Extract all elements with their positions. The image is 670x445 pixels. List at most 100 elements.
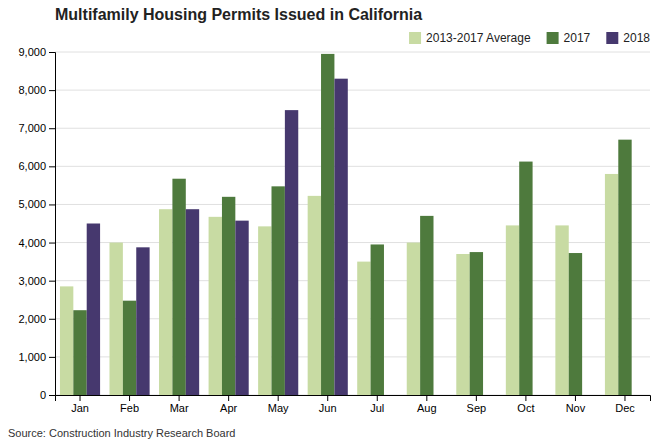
x-tick-label: Mar [170,402,189,414]
bar [159,209,172,395]
bar [258,226,271,395]
y-axis: 0 1,000 2,000 3,000 4,000 5,000 6,000 7,000 8,00… [18,46,55,401]
y-tick: 4,000 [18,237,55,249]
x-tick-mark [80,395,81,401]
y-tick-mark [49,243,55,244]
x-tick-label: Jul [370,402,384,414]
x-tick-mark [426,395,427,401]
y-tick-label: 5,000 [18,198,46,210]
plot: 0 1,000 2,000 3,000 4,000 5,000 6,000 7,000 8,00… [18,46,650,414]
grid-line [55,90,650,91]
y-tick-label: 0 [40,389,46,401]
y-axis-line [49,53,56,396]
bar [470,252,483,395]
x-tick-label: Jun [319,402,337,414]
chart: Multifamily Housing Permits Issued in Ca… [0,0,670,445]
x-tick: Nov [566,395,586,414]
y-tick-label: 7,000 [18,122,46,134]
y-tick-label: 6,000 [18,160,46,172]
x-tick-mark [179,395,180,401]
y-tick-mark [49,357,55,358]
legend-item: 2013-2017 Average [409,31,531,45]
y-tick: 3,000 [18,275,55,287]
x-axis: JanFebMarAprMayJunJulAugSepOctNovDec [56,395,651,414]
y-tick-mark [49,90,55,91]
y-tick-label: 3,000 [18,275,46,287]
grid-line [55,166,650,167]
legend-label: 2018 [623,31,650,45]
legend-swatch [547,32,559,44]
y-tick: 9,000 [18,46,55,58]
x-tick: Sep [467,395,487,414]
bar [109,243,122,395]
bar [506,225,519,395]
x-tick: Feb [120,395,139,414]
x-tick: Dec [615,395,635,414]
bar [123,301,136,395]
bar [60,286,73,395]
bar [87,224,100,396]
x-tick-mark [624,395,625,401]
bar-series [87,79,348,395]
y-tick: 6,000 [18,160,55,172]
y-tick-mark [49,128,55,129]
y-tick-mark [49,395,55,396]
grid-line [55,52,650,53]
x-axis-line [56,396,651,402]
x-tick: Jan [71,395,89,414]
y-tick-label: 2,000 [18,313,46,325]
y-tick-mark [49,281,55,282]
y-tick-mark [49,166,55,167]
x-tick-mark [327,395,328,401]
x-tick: Oct [517,395,534,414]
bar [357,262,370,395]
bar [222,197,235,395]
bar [371,244,384,395]
x-tick: Aug [417,395,437,414]
bar [618,140,631,395]
x-tick-mark [377,395,378,401]
bar [186,209,199,395]
legend-item: 2018 [606,31,650,45]
grid [55,52,650,395]
x-tick-label: Feb [120,402,139,414]
legend: 2013-2017 Average 2017 2018 [409,31,650,45]
y-tick-mark [49,319,55,320]
x-tick: Apr [220,395,237,414]
bar [407,243,420,395]
y-tick: 8,000 [18,84,55,96]
bar [235,221,248,395]
legend-item: 2017 [547,31,591,45]
grid-line [55,204,650,205]
source: Source: Construction Industry Research B… [8,427,235,439]
bar [136,247,149,395]
bar [172,179,185,395]
title: Multifamily Housing Permits Issued in Ca… [55,6,422,23]
y-tick: 1,000 [18,351,55,363]
y-tick-label: 4,000 [18,237,46,249]
bar [555,225,568,395]
x-tick-mark [129,395,130,401]
legend-swatch [606,32,618,44]
y-tick: 2,000 [18,313,55,325]
x-tick-label: Dec [615,402,635,414]
bar [605,174,618,395]
bar [569,253,582,395]
y-tick-label: 1,000 [18,351,46,363]
x-tick-mark [525,395,526,401]
x-tick-mark [575,395,576,401]
y-tick-label: 9,000 [18,46,46,58]
x-tick: Jul [370,395,384,414]
legend-swatch [409,32,421,44]
bar [73,310,86,395]
y-tick: 0 [40,389,55,401]
bar-series [73,54,631,395]
x-tick-mark [228,395,229,401]
x-tick-label: Sep [467,402,487,414]
bar [308,196,321,395]
bars [60,54,632,395]
bar [420,216,433,395]
y-tick: 7,000 [18,122,55,134]
x-tick: Jun [319,395,337,414]
x-tick-label: Apr [220,402,237,414]
